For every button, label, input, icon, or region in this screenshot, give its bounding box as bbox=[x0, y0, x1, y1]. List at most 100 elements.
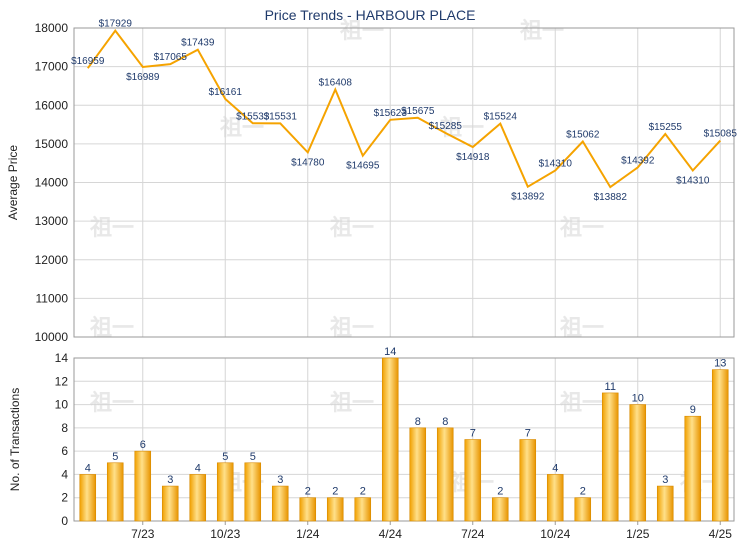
price-y-tick-label: 16000 bbox=[35, 98, 69, 112]
price-line-chart: 10000 11000 12000 13000 14000 15000 16000 17000… bbox=[6, 19, 737, 344]
transaction-bar bbox=[299, 497, 317, 522]
transaction-bar bbox=[629, 404, 647, 522]
bar-value-label: 2 bbox=[305, 486, 311, 498]
transaction-bar bbox=[326, 497, 344, 522]
price-plot-frame bbox=[73, 27, 735, 338]
bar-y-tick-label: 14 bbox=[55, 351, 69, 365]
price-data-label: $15062 bbox=[566, 129, 600, 140]
price-data-label: $15524 bbox=[484, 112, 518, 123]
watermark-text: 祖一 bbox=[90, 216, 134, 241]
price-data-label: $17439 bbox=[181, 38, 215, 49]
bar-y-tick-label: 12 bbox=[55, 374, 69, 388]
price-y-tick-label: 17000 bbox=[35, 60, 69, 74]
price-data-label: $17065 bbox=[154, 52, 188, 63]
x-tick-label: 10/23 bbox=[210, 527, 240, 541]
transaction-bar bbox=[271, 485, 289, 522]
price-data-label: $14918 bbox=[456, 152, 490, 163]
watermark-layer: 祖一祖一祖一祖一祖一祖一祖一祖一祖一祖一祖一祖一祖一祖一祖一祖一 bbox=[90, 19, 724, 496]
transaction-bar bbox=[519, 439, 537, 522]
transaction-bar bbox=[244, 462, 262, 522]
price-y-tick-label: 14000 bbox=[35, 176, 69, 190]
transaction-bar bbox=[409, 427, 427, 522]
bar-value-label: 5 bbox=[250, 451, 256, 463]
bar-value-label: 5 bbox=[222, 451, 228, 463]
bar-plot-frame bbox=[73, 357, 735, 522]
bar-value-label: 13 bbox=[714, 358, 726, 370]
bar-y-tick-label: 6 bbox=[61, 444, 68, 458]
price-data-label: $14310 bbox=[676, 176, 710, 187]
x-tick-label: 4/25 bbox=[709, 527, 733, 541]
bar-value-label: 11 bbox=[605, 381, 616, 393]
price-data-label: $13892 bbox=[511, 192, 545, 203]
transaction-bar bbox=[161, 485, 179, 522]
bar-value-label: 4 bbox=[195, 462, 201, 474]
transaction-bar bbox=[656, 485, 674, 522]
price-series-line bbox=[86, 29, 722, 189]
price-data-label: $15533 bbox=[236, 111, 270, 122]
x-tick-label: 7/23 bbox=[131, 527, 155, 541]
bar-value-label: 3 bbox=[277, 474, 283, 486]
bar-value-label: 2 bbox=[332, 486, 338, 498]
price-data-label: $15531 bbox=[264, 111, 298, 122]
watermark-text: 祖一 bbox=[560, 216, 604, 241]
bar-value-label: 14 bbox=[384, 346, 396, 358]
transaction-bar bbox=[354, 497, 372, 522]
x-tick-label: 10/24 bbox=[540, 527, 570, 541]
transactions-bar-chart: 0 2 4 6 8 10 12 14 7/23 10/23 1/24 4/24 7/24 10/24 1/2… bbox=[8, 346, 735, 541]
transaction-bar bbox=[711, 369, 729, 522]
transaction-bar bbox=[684, 415, 702, 522]
transaction-bar bbox=[106, 462, 124, 522]
bar-value-label: 10 bbox=[632, 393, 644, 405]
price-data-label: $15675 bbox=[401, 106, 435, 117]
price-data-label: $13882 bbox=[594, 192, 628, 203]
bar-value-label: 2 bbox=[580, 486, 586, 498]
price-data-label: $15085 bbox=[704, 129, 738, 140]
x-tick-label: 7/24 bbox=[461, 527, 485, 541]
bar-y-tick-label: 2 bbox=[61, 491, 68, 505]
price-data-label: $16959 bbox=[71, 56, 105, 67]
watermark-text: 祖一 bbox=[220, 116, 264, 141]
bar-value-label: 4 bbox=[85, 462, 91, 474]
bar-value-label: 3 bbox=[167, 474, 173, 486]
bar-y-tick-label: 0 bbox=[61, 514, 68, 528]
chart-title: Price Trends - HARBOUR PLACE bbox=[265, 7, 476, 23]
price-data-label: $14780 bbox=[291, 157, 325, 168]
transaction-bar bbox=[601, 392, 619, 522]
bar-y-tick-label: 8 bbox=[61, 421, 68, 435]
x-tick-label: 1/25 bbox=[626, 527, 650, 541]
price-y-tick-label: 10000 bbox=[35, 330, 69, 344]
price-y-tick-label: 12000 bbox=[35, 253, 69, 267]
transaction-bar bbox=[216, 462, 234, 522]
price-data-label: $14392 bbox=[621, 155, 655, 166]
watermark-text: 祖一 bbox=[330, 216, 374, 241]
transaction-bar bbox=[134, 450, 152, 522]
bar-value-label: 6 bbox=[140, 439, 146, 451]
bar-value-label: 5 bbox=[112, 451, 118, 463]
bar-value-label: 3 bbox=[662, 474, 668, 486]
price-y-tick-label: 13000 bbox=[35, 214, 69, 228]
bar-y-tick-label: 10 bbox=[55, 398, 69, 412]
bar-value-label: 4 bbox=[552, 462, 558, 474]
price-data-label: $15285 bbox=[429, 121, 463, 132]
bar-value-label: 9 bbox=[690, 404, 696, 416]
price-data-label: $17929 bbox=[99, 19, 133, 30]
transaction-bar bbox=[79, 474, 97, 522]
price-data-label: $16408 bbox=[319, 77, 353, 88]
transaction-bar bbox=[436, 427, 454, 522]
price-y-tick-label: 15000 bbox=[35, 137, 69, 151]
bar-y-axis-label: No. of Transactions bbox=[8, 388, 22, 491]
price-data-label: $14310 bbox=[539, 159, 573, 170]
transaction-bar bbox=[491, 497, 509, 522]
price-data-label: $16989 bbox=[126, 72, 160, 83]
watermark-text: 祖一 bbox=[560, 391, 604, 416]
bar-value-label: 7 bbox=[470, 428, 476, 440]
watermark-text: 祖一 bbox=[330, 391, 374, 416]
price-y-axis-label: Average Price bbox=[6, 145, 20, 220]
transaction-bar bbox=[189, 474, 207, 522]
price-data-label: $15255 bbox=[649, 122, 683, 133]
transaction-bar bbox=[464, 439, 482, 522]
transaction-bar bbox=[546, 474, 564, 522]
price-data-label: $16161 bbox=[209, 87, 243, 98]
